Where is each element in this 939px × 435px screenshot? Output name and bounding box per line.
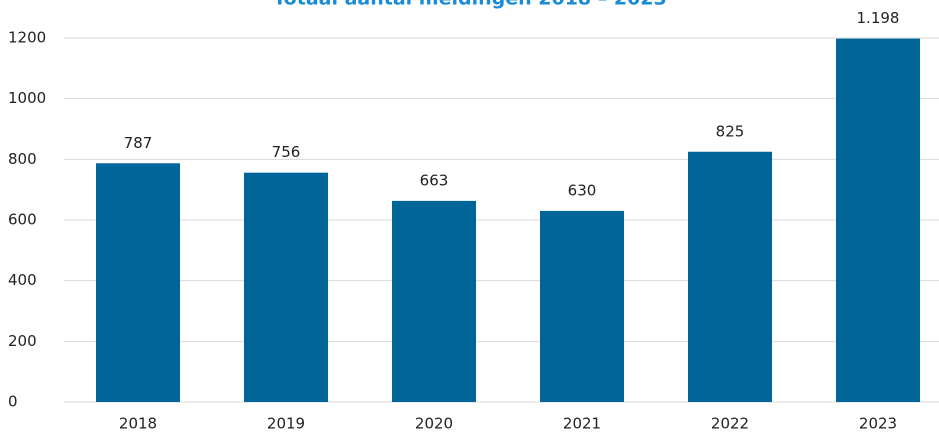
y-tick-label: 0	[8, 393, 18, 411]
x-tick-label: 2019	[267, 415, 305, 433]
y-tick-label: 400	[8, 271, 37, 289]
chart-title: Totaal aantal meldingen 2018 – 2023	[273, 0, 667, 10]
y-tick-label: 1000	[8, 89, 46, 107]
y-tick-label: 200	[8, 332, 37, 350]
value-label: 1.198	[857, 9, 900, 27]
bar	[392, 200, 476, 402]
bar	[540, 210, 624, 402]
x-tick-label: 2018	[119, 415, 157, 433]
bar	[688, 151, 772, 402]
value-label: 756	[272, 143, 301, 161]
x-tick-label: 2022	[711, 415, 749, 433]
value-label: 825	[716, 122, 745, 140]
bar	[836, 38, 920, 403]
y-tick-label: 1200	[8, 29, 46, 47]
x-tick-label: 2021	[563, 415, 601, 433]
value-label: 663	[420, 171, 449, 189]
x-tick-label: 2020	[415, 415, 453, 433]
bar	[244, 172, 328, 402]
bar	[96, 163, 180, 402]
value-label: 630	[568, 181, 597, 199]
value-label: 787	[124, 134, 153, 152]
y-tick-label: 800	[8, 150, 37, 168]
x-tick-label: 2023	[859, 415, 897, 433]
y-tick-label: 600	[8, 211, 37, 229]
